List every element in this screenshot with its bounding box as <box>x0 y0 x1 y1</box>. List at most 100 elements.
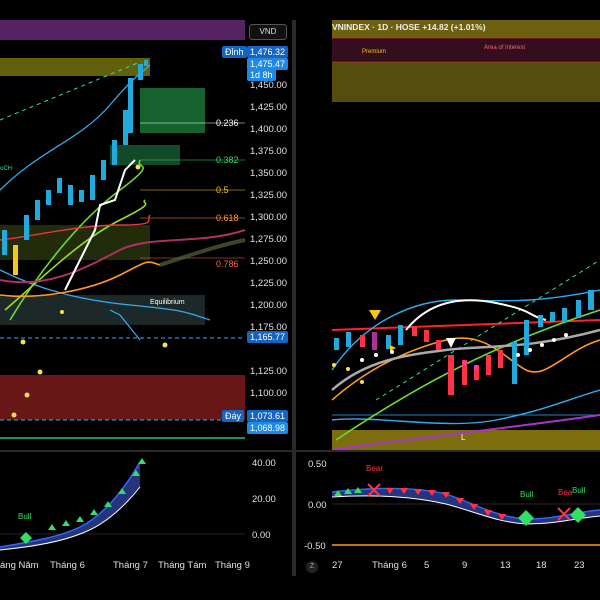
rtime-label-1: 27 <box>332 560 343 571</box>
peak-price-tag: 1,476.32 <box>247 46 289 58</box>
ma-lower-right <box>331 389 600 425</box>
svg-text:1,250.00: 1,250.00 <box>250 256 287 267</box>
svg-text:-0.50: -0.50 <box>304 541 326 552</box>
ma-orange-right <box>331 337 600 401</box>
right-oscillator-pane[interactable]: Bear Bull Bea Bull 0.50 0.00 -0.50 <box>296 452 600 554</box>
last-price-tag: 1,475.47 <box>247 58 289 70</box>
candles-group <box>2 60 148 275</box>
bull-diamond <box>20 532 32 544</box>
zoom-reset-icon[interactable]: Z <box>306 561 318 573</box>
svg-text:1,300.00: 1,300.00 <box>250 212 287 223</box>
svg-text:1,400.00: 1,400.00 <box>250 124 287 135</box>
ma-line-red <box>0 214 151 241</box>
bull-label-1: Bull <box>520 490 534 499</box>
svg-text:1,125.00: 1,125.00 <box>250 366 287 377</box>
bull-triangles-right <box>334 487 362 496</box>
svg-text:1,375.00: 1,375.00 <box>250 146 287 157</box>
left-price-axis: 1,450.00 1,425.00 1,400.00 1,375.00 1,35… <box>250 80 287 399</box>
right-candles <box>334 290 594 395</box>
left-price-chart[interactable]: 0.236 0.382 0.5 0.618 0.786 Equilibrium … <box>0 20 292 450</box>
left-oscillator-pane[interactable]: Bull 40.00 20.00 0.00 <box>0 452 292 554</box>
bull-label-2: Bull <box>572 486 586 495</box>
arrow-down-yellow <box>369 310 381 320</box>
bear-cross-1 <box>367 483 381 497</box>
supertrend-right <box>405 299 547 331</box>
bear-cross-2 <box>557 507 571 521</box>
right-horizontal-divider[interactable] <box>296 450 600 452</box>
right-time-axis[interactable]: 27 Tháng 6 5 9 13 18 23 <box>296 554 600 576</box>
supertrend-line <box>64 159 136 291</box>
left-time-axis[interactable]: áng Năm Tháng 6 Tháng 7 Tháng Tám Tháng … <box>0 554 292 576</box>
ma-grey-right <box>331 328 600 391</box>
time-label-3: Tháng 7 <box>113 560 148 571</box>
peak-label-tag: Đỉnh <box>222 46 247 58</box>
ma-purple-right <box>331 414 600 450</box>
bull-diamond-right-2 <box>570 507 586 523</box>
discount-zone-right <box>332 430 600 450</box>
time-label-4: Tháng Tám <box>158 560 206 571</box>
bear-triangles-right <box>386 488 506 520</box>
svg-text:1,225.00: 1,225.00 <box>250 278 287 289</box>
bull-diamond-right-1 <box>518 510 534 526</box>
fib-label-0786: 0.786 <box>216 259 239 269</box>
premium-zone <box>0 20 245 40</box>
left-osc-axis: 40.00 20.00 0.00 <box>252 458 276 541</box>
right-time-canvas: 27 Tháng 6 5 9 13 18 23 <box>332 560 585 571</box>
symbol-header[interactable]: VNINDEX · 1D · HOSE +14.82 (+1.01%) <box>332 22 486 32</box>
fib-label-0618: 0.618 <box>216 213 239 223</box>
fib-label-0236: 0.236 <box>216 118 239 128</box>
cloud-band <box>159 238 246 267</box>
premium-label: Premium <box>362 49 386 55</box>
bull-label: Bull <box>18 512 32 521</box>
order-block-green <box>140 88 205 133</box>
choch-label: oCH <box>0 166 12 172</box>
time-label-1: áng Năm <box>0 560 39 571</box>
ma-line-purple <box>0 229 246 284</box>
svg-text:1,325.00: 1,325.00 <box>250 190 287 201</box>
svg-text:1,100.00: 1,100.00 <box>250 388 287 399</box>
left-time-canvas: áng Năm Tháng 6 Tháng 7 Tháng Tám Tháng … <box>0 560 250 571</box>
premium-yellow-zone <box>0 58 150 76</box>
currency-selector[interactable]: VND <box>249 24 287 40</box>
ma-line-cyan <box>109 309 141 341</box>
svg-text:1,425.00: 1,425.00 <box>250 102 287 113</box>
osc-line-slow <box>0 486 141 551</box>
yellow-dots <box>11 164 168 418</box>
svg-text:40.00: 40.00 <box>252 458 276 469</box>
svg-text:1,200.00: 1,200.00 <box>250 300 287 311</box>
low-price-tag: 1,068.98 <box>247 422 289 434</box>
osc-band-right <box>332 488 600 524</box>
yellow-zone-lower <box>0 225 150 260</box>
equilibrium-label: Equilibrium <box>150 299 185 306</box>
trough-price-tag: 1,073.61 <box>247 410 289 422</box>
right-osc-canvas: Bear Bull Bea Bull 0.50 0.00 -0.50 <box>304 459 600 552</box>
left-chart-canvas: 0.236 0.382 0.5 0.618 0.786 Equilibrium … <box>0 20 287 439</box>
fib-label-0382: 0.382 <box>216 155 239 165</box>
premium-zone-right <box>332 62 600 102</box>
right-osc-axis: 0.50 0.00 -0.50 <box>304 459 327 552</box>
right-yellow-dots <box>332 363 364 384</box>
countdown-tag: 1d 8h <box>247 69 276 81</box>
vertical-pane-divider[interactable] <box>292 20 296 576</box>
rtime-label-6: 18 <box>536 560 547 571</box>
time-label-5: Tháng 9 <box>215 560 250 571</box>
svg-text:0.00: 0.00 <box>308 500 327 511</box>
ma-upper-right <box>331 289 600 371</box>
svg-text:1,175.00: 1,175.00 <box>250 322 287 333</box>
bull-triangles <box>48 458 146 530</box>
rtime-label-2: Tháng 6 <box>372 560 407 571</box>
arrow-down-white <box>446 338 456 348</box>
trend-line-dashed <box>0 61 141 121</box>
rtime-label-5: 13 <box>500 560 511 571</box>
mid-price-tag: 1,165.77 <box>247 331 289 343</box>
left-horizontal-divider[interactable] <box>0 450 292 452</box>
svg-text:1,275.00: 1,275.00 <box>250 234 287 245</box>
area-of-interest-zone <box>332 38 600 62</box>
svg-text:20.00: 20.00 <box>252 494 276 505</box>
rtime-label-7: 23 <box>574 560 585 571</box>
ma-line-orange <box>0 261 161 298</box>
rtime-label-3: 5 <box>424 560 429 571</box>
right-price-chart[interactable]: L Premium Area of Interest <box>296 20 600 450</box>
svg-text:1,450.00: 1,450.00 <box>250 80 287 91</box>
svg-text:1,350.00: 1,350.00 <box>250 168 287 179</box>
